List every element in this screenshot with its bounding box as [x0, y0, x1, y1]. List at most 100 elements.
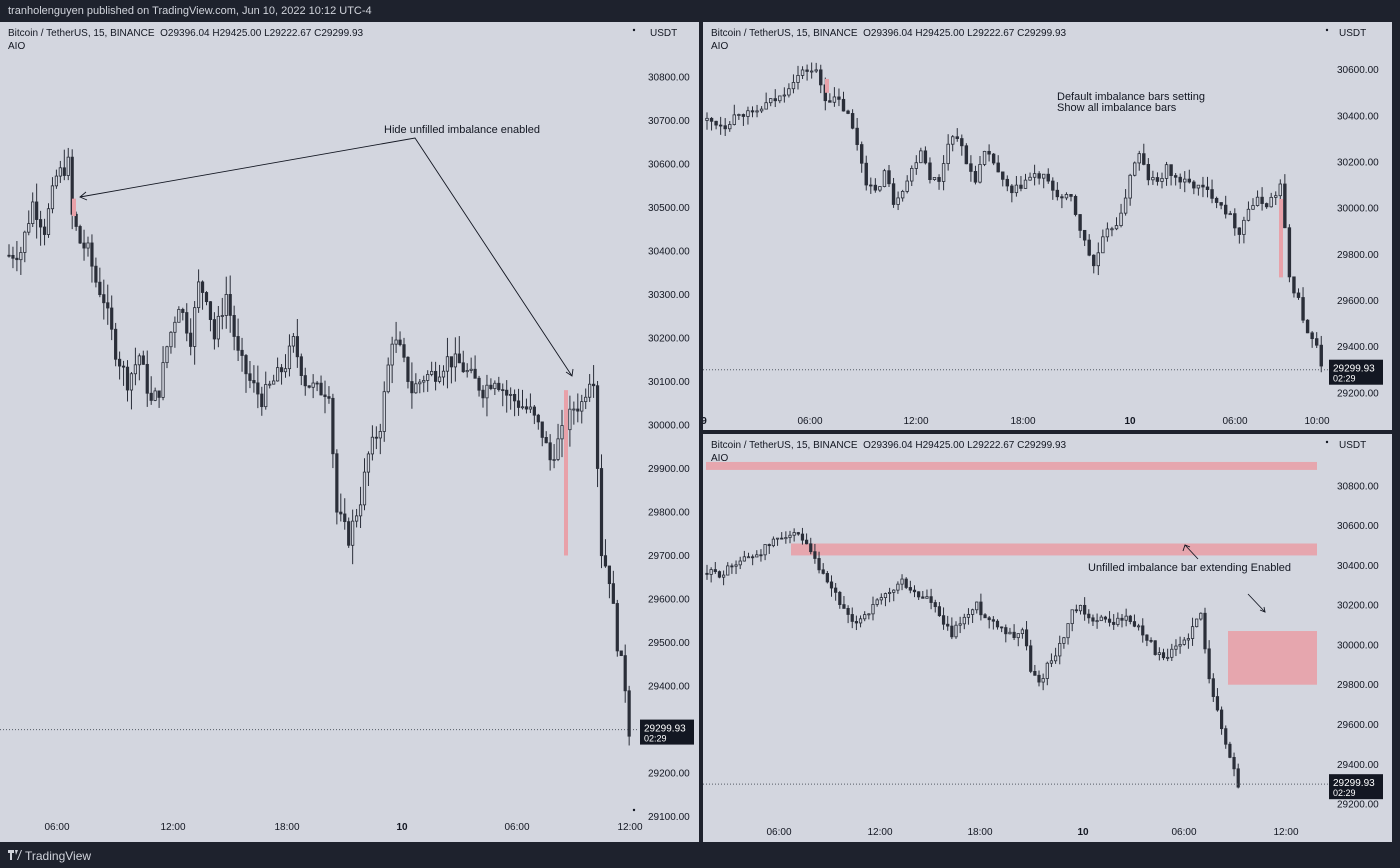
- candle-body: [1105, 228, 1110, 238]
- indicator-label[interactable]: AIO: [711, 41, 729, 52]
- candle-body: [1178, 644, 1182, 647]
- arrow-head-icon: [79, 191, 88, 201]
- candle: [1164, 161, 1169, 186]
- candle: [879, 593, 883, 605]
- candle: [1142, 143, 1146, 166]
- chart-panel-top-right[interactable]: 29200.00 29400.00 29600.00 29800.00 30000.00…: [703, 22, 1392, 430]
- candle: [746, 552, 751, 559]
- candle: [1014, 175, 1019, 197]
- candle-body: [572, 408, 576, 411]
- y-tick-label: 30300.00: [648, 290, 690, 301]
- candle-body: [788, 534, 792, 538]
- symbol-row: Bitcoin / TetherUS, 15, BINANCE O29396.0…: [711, 440, 1066, 451]
- footer-brand[interactable]: TradingView: [25, 849, 92, 863]
- candle-body: [1224, 728, 1228, 745]
- indicator-label[interactable]: AIO: [8, 41, 26, 52]
- candle-body: [1142, 153, 1146, 165]
- candle-body: [216, 315, 220, 340]
- candle: [782, 87, 787, 103]
- candle-body: [987, 150, 991, 155]
- candle: [1046, 168, 1050, 184]
- candle-body: [279, 367, 284, 373]
- candle: [327, 386, 331, 404]
- candle: [268, 380, 272, 389]
- candle-body: [1319, 344, 1323, 367]
- candle: [588, 374, 592, 402]
- candle: [780, 532, 784, 540]
- candle-body: [331, 397, 335, 455]
- candle-body: [1201, 184, 1205, 188]
- candle: [623, 644, 627, 703]
- candle: [842, 596, 846, 609]
- candle-body: [118, 358, 122, 367]
- candle: [832, 87, 837, 107]
- candle: [1228, 210, 1232, 216]
- chart-panel-bottom-right[interactable]: 29200.00 29400.00 29600.00 29800.00 30000.00…: [703, 434, 1392, 842]
- candle: [299, 353, 303, 386]
- candle-body: [832, 96, 837, 103]
- candle: [841, 91, 846, 112]
- candle-body: [485, 384, 489, 399]
- candle-body: [1232, 756, 1236, 770]
- candle-body: [94, 265, 98, 283]
- y-tick-label: 29600.00: [648, 595, 690, 606]
- candle: [1178, 636, 1182, 654]
- candle: [805, 533, 809, 545]
- candle: [864, 155, 868, 191]
- candle-body: [1190, 626, 1195, 639]
- candle-body: [86, 242, 90, 249]
- tradingview-logo-icon: [8, 849, 22, 863]
- candle-body: [102, 294, 106, 304]
- candle-body: [887, 170, 891, 185]
- candle-body: [1082, 229, 1087, 241]
- candle-body: [1078, 604, 1083, 612]
- candle: [216, 305, 220, 348]
- candle: [1236, 763, 1240, 789]
- candle-body: [358, 504, 363, 517]
- candle: [1074, 604, 1078, 614]
- candle: [741, 113, 746, 126]
- candle-body: [1161, 652, 1166, 659]
- candle-body: [1124, 615, 1128, 621]
- candle-body: [588, 383, 592, 398]
- candle: [805, 64, 809, 81]
- candle-body: [204, 292, 209, 303]
- candle: [430, 361, 434, 377]
- candle-body: [200, 281, 205, 293]
- candle-body: [723, 125, 727, 130]
- indicator-label[interactable]: AIO: [711, 453, 729, 464]
- candle-body: [863, 614, 867, 620]
- candle: [917, 591, 921, 601]
- candle-body: [825, 573, 829, 583]
- candle-body: [1114, 225, 1119, 230]
- candle-body: [153, 390, 157, 401]
- candle-body: [991, 619, 995, 622]
- candle: [964, 143, 969, 165]
- candle: [732, 104, 736, 126]
- candle: [1073, 194, 1078, 217]
- countdown-label: 02:29: [644, 734, 667, 744]
- candle-body: [834, 587, 838, 593]
- candle-body: [7, 254, 11, 257]
- candle-body: [1166, 656, 1170, 659]
- candle-body: [787, 88, 791, 96]
- chart-panel-left[interactable]: 29100.0029200.0029300.0029400.0029500.00…: [0, 22, 699, 842]
- candle-body: [1041, 678, 1045, 683]
- y-tick-label: 29200.00: [1337, 800, 1379, 811]
- candle: [996, 155, 1000, 173]
- candle: [161, 346, 165, 401]
- candle: [929, 588, 933, 610]
- candle: [809, 62, 814, 79]
- candle-body: [800, 69, 805, 76]
- candle-body: [623, 655, 627, 692]
- candle-body: [335, 453, 339, 513]
- candle-body: [746, 110, 750, 117]
- candle: [382, 381, 386, 442]
- candle-body: [461, 362, 465, 373]
- candle-body: [303, 375, 307, 387]
- candle-body: [875, 599, 879, 605]
- candle-body: [1292, 276, 1296, 294]
- candle-body: [973, 171, 978, 183]
- candle-body: [1037, 674, 1041, 683]
- candle: [362, 458, 367, 511]
